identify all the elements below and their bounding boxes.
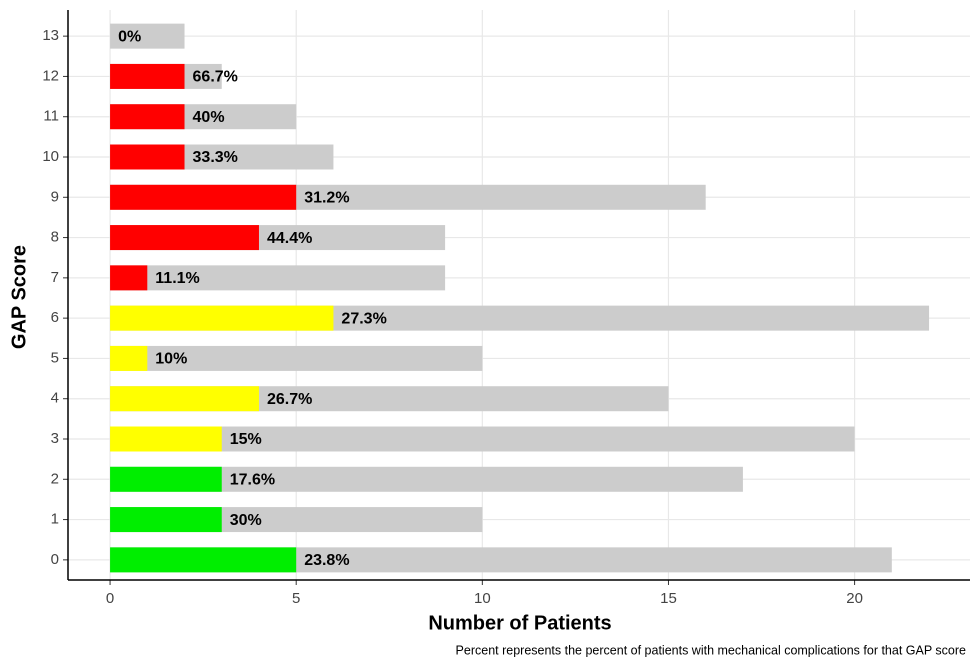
y-tick-label: 0 xyxy=(51,551,59,568)
x-tick-label: 20 xyxy=(846,590,863,607)
y-tick-label: 7 xyxy=(51,269,59,286)
data-label: 33.3% xyxy=(193,149,238,166)
y-tick-label: 2 xyxy=(51,470,59,487)
bar xyxy=(110,265,446,291)
y-tick-label: 8 xyxy=(51,229,59,246)
data-label: 17.6% xyxy=(230,472,275,489)
data-label: 11.1% xyxy=(155,270,199,287)
data-label: 26.7% xyxy=(267,391,312,408)
y-tick-label: 9 xyxy=(51,188,59,205)
data-label: 15% xyxy=(230,431,262,448)
x-axis-title: Number of Patients xyxy=(428,612,611,634)
x-tick-label: 5 xyxy=(292,590,300,607)
y-tick-label: 13 xyxy=(42,27,59,44)
x-tick-label: 15 xyxy=(660,590,677,607)
data-label: 40% xyxy=(193,109,225,126)
bar xyxy=(110,144,185,170)
bar xyxy=(110,345,148,371)
bar xyxy=(110,386,259,412)
data-label: 23.8% xyxy=(304,552,349,569)
bar xyxy=(110,426,222,452)
x-tick-label: 10 xyxy=(474,590,491,607)
bar xyxy=(110,23,185,49)
x-tick-label: 0 xyxy=(106,590,114,607)
data-label: 0% xyxy=(118,28,141,45)
y-tick-label: 6 xyxy=(51,309,59,326)
bar xyxy=(110,345,483,371)
y-tick-label: 3 xyxy=(51,430,59,447)
y-axis-title: GAP Score xyxy=(8,245,30,349)
data-label: 66.7% xyxy=(193,69,238,86)
data-label: 10% xyxy=(155,351,187,368)
bar xyxy=(110,225,259,251)
y-tick-label: 11 xyxy=(43,108,59,125)
y-tick-label: 12 xyxy=(42,67,59,84)
data-label: 30% xyxy=(230,512,262,529)
bar xyxy=(110,184,297,210)
data-label: 31.2% xyxy=(304,190,349,207)
y-tick-label: 1 xyxy=(51,511,59,528)
caption: Percent represents the percent of patien… xyxy=(456,643,966,657)
data-label: 44.4% xyxy=(267,230,312,247)
bar xyxy=(110,63,185,89)
y-tick-label: 10 xyxy=(42,148,59,165)
bar xyxy=(110,547,297,573)
bar xyxy=(110,305,334,331)
y-tick-label: 4 xyxy=(51,390,59,407)
bar xyxy=(110,104,185,130)
bar xyxy=(110,265,148,291)
y-tick-label: 5 xyxy=(51,349,59,366)
data-label: 27.3% xyxy=(341,310,386,327)
bar xyxy=(110,507,222,533)
bar xyxy=(110,426,855,452)
bar xyxy=(110,466,222,492)
